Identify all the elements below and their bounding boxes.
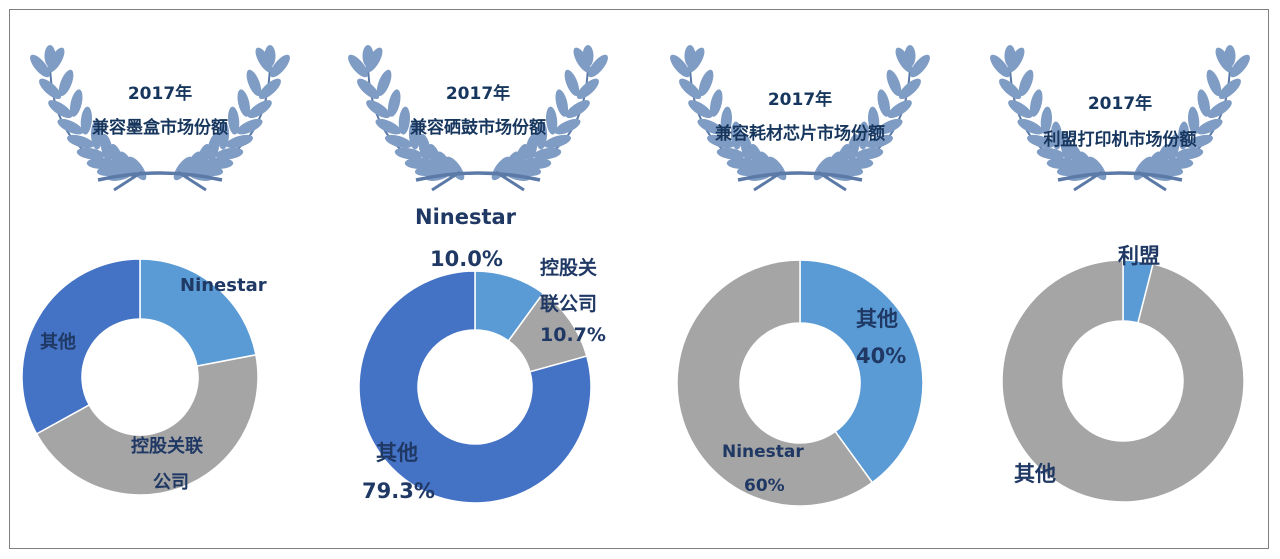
panel-lexmark-printer: 2017年 利盟打印机市场份额 利盟 其他 [960, 0, 1280, 559]
donut-slice [676, 259, 874, 507]
donut-slice [1001, 259, 1245, 503]
slice-label-other-name: 其他 [376, 441, 418, 465]
chart-title-year: 2017年 [767, 90, 833, 110]
slice-label-other-value: 40% [856, 344, 907, 368]
chart-title: 利盟打印机市场份额 [1043, 130, 1197, 150]
slice-label-ninestar-name: Ninestar [415, 205, 517, 229]
donut-slice [139, 258, 257, 368]
slice-label-other-value: 79.3% [362, 479, 435, 503]
slice-label-affiliate-line2: 公司 [153, 472, 189, 493]
donut-chart [1001, 259, 1245, 503]
slice-label-affiliate-line2: 联公司 [540, 293, 598, 315]
chart-title: 兼容硒鼓市场份额 [410, 118, 546, 138]
panel-chip: 2017年 兼容耗材芯片市场份额 其他 40% Ninestar 60% [640, 0, 960, 559]
slice-label-affiliate-value: 10.7% [540, 324, 606, 346]
donut-slice [35, 354, 259, 496]
panel-ink-cartridge: 2017年 兼容墨盒市场份额 Ninestar 其他 控股关联 公司 [0, 0, 320, 559]
laurel-wreath-icon [348, 45, 608, 192]
slice-label-ninestar-name: Ninestar [722, 442, 804, 462]
donut-chart [21, 258, 259, 496]
chart-title: 兼容墨盒市场份额 [92, 118, 228, 138]
panel-toner-cartridge: 2017年 兼容硒鼓市场份额 Ninestar 10.0% 控股关 联公司 10… [318, 0, 638, 559]
slice-label-ninestar-value: 10.0% [430, 247, 503, 271]
donut-slice [358, 270, 592, 504]
chart-title: 兼容耗材芯片市场份额 [715, 124, 885, 144]
slice-label-other: 其他 [1014, 462, 1056, 486]
slice-label-affiliate-line1: 控股关 [540, 257, 598, 279]
slice-label-other-name: 其他 [856, 307, 898, 331]
chart-title-year: 2017年 [1087, 94, 1153, 114]
slice-label-ninestar: Ninestar [180, 275, 267, 296]
laurel-wreath-icon [990, 45, 1250, 192]
donut-chart [358, 270, 592, 504]
chart-title-year: 2017年 [127, 84, 193, 104]
donut-chart [676, 259, 924, 507]
laurel-wreath-icon [670, 45, 930, 192]
donut-slice [21, 258, 141, 435]
slice-label-lexmark: 利盟 [1118, 244, 1160, 268]
laurel-wreath-icon [30, 45, 290, 192]
slice-label-affiliate-line1: 控股关联 [131, 436, 203, 457]
slice-label-other: 其他 [40, 332, 76, 353]
chart-title-year: 2017年 [445, 84, 511, 104]
donut-slice [799, 259, 924, 484]
slice-label-ninestar-value: 60% [744, 476, 785, 496]
